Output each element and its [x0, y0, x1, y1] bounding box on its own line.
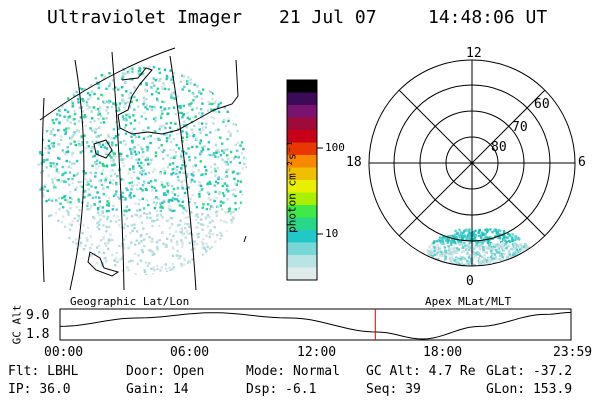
status-glon: GLon: 153.9	[486, 382, 573, 397]
status-filter: Flt: LBHL	[8, 364, 79, 379]
geographic-map	[37, 47, 247, 291]
mlt-label-18: 18	[346, 155, 362, 170]
mlt-label-12: 12	[466, 46, 482, 61]
mlt-label-0: 0	[466, 274, 474, 289]
date-label: 21 Jul 07	[279, 7, 377, 28]
lat-label-60: 60	[534, 97, 550, 112]
status-dsp: Dsp: -6.1	[246, 382, 317, 397]
status-mode: Mode: Normal	[246, 364, 340, 379]
orbit-x-tick-3: 18:00	[423, 345, 463, 360]
orbit-y-tick-high: 9.0	[26, 308, 50, 323]
orbit-x-tick-1: 06:00	[170, 345, 210, 360]
lat-label-70: 70	[512, 120, 528, 135]
instrument-title: Ultraviolet Imager	[47, 7, 243, 28]
orbit-x-tick-4: 23:59	[553, 345, 593, 360]
status-gc-alt: GC Alt: 4.7 Re	[366, 364, 476, 379]
orbit-altitude-plot	[59, 308, 572, 341]
orbit-x-tick-0: 00:00	[44, 345, 84, 360]
color-scale-bar	[286, 79, 323, 281]
status-ip: IP: 36.0	[8, 382, 71, 397]
colorbar-unit-label: photon cm⁻²s⁻¹	[285, 140, 299, 233]
time-label: 14:48:06 UT	[428, 7, 548, 28]
orbit-y-tick-low: 1.8	[26, 327, 50, 342]
status-glat: GLat: -37.2	[486, 364, 573, 379]
orbit-x-tick-2: 12:00	[297, 345, 337, 360]
polar-grid	[368, 59, 576, 267]
altitude-curve	[59, 311, 572, 340]
status-gain: Gain: 14	[126, 382, 189, 397]
coastline	[87, 59, 247, 277]
colorbar-tick-10: 10	[325, 227, 339, 240]
status-seq: Seq: 39	[366, 382, 421, 397]
geographic-grid-lines	[39, 47, 197, 291]
orbit-y-axis-label: GC Alt	[10, 304, 24, 345]
aurora-emission-left	[37, 65, 247, 275]
right-map-caption: Apex MLat/MLT	[425, 295, 512, 308]
aurora-emission-right	[426, 228, 539, 266]
mlt-label-6: 6	[578, 155, 586, 170]
status-door: Door: Open	[126, 364, 205, 379]
colorbar-tick-100: 100	[325, 141, 345, 154]
polar-plot	[368, 59, 576, 267]
lat-label-80: 80	[491, 140, 507, 155]
left-map-caption: Geographic Lat/Lon	[70, 295, 190, 308]
